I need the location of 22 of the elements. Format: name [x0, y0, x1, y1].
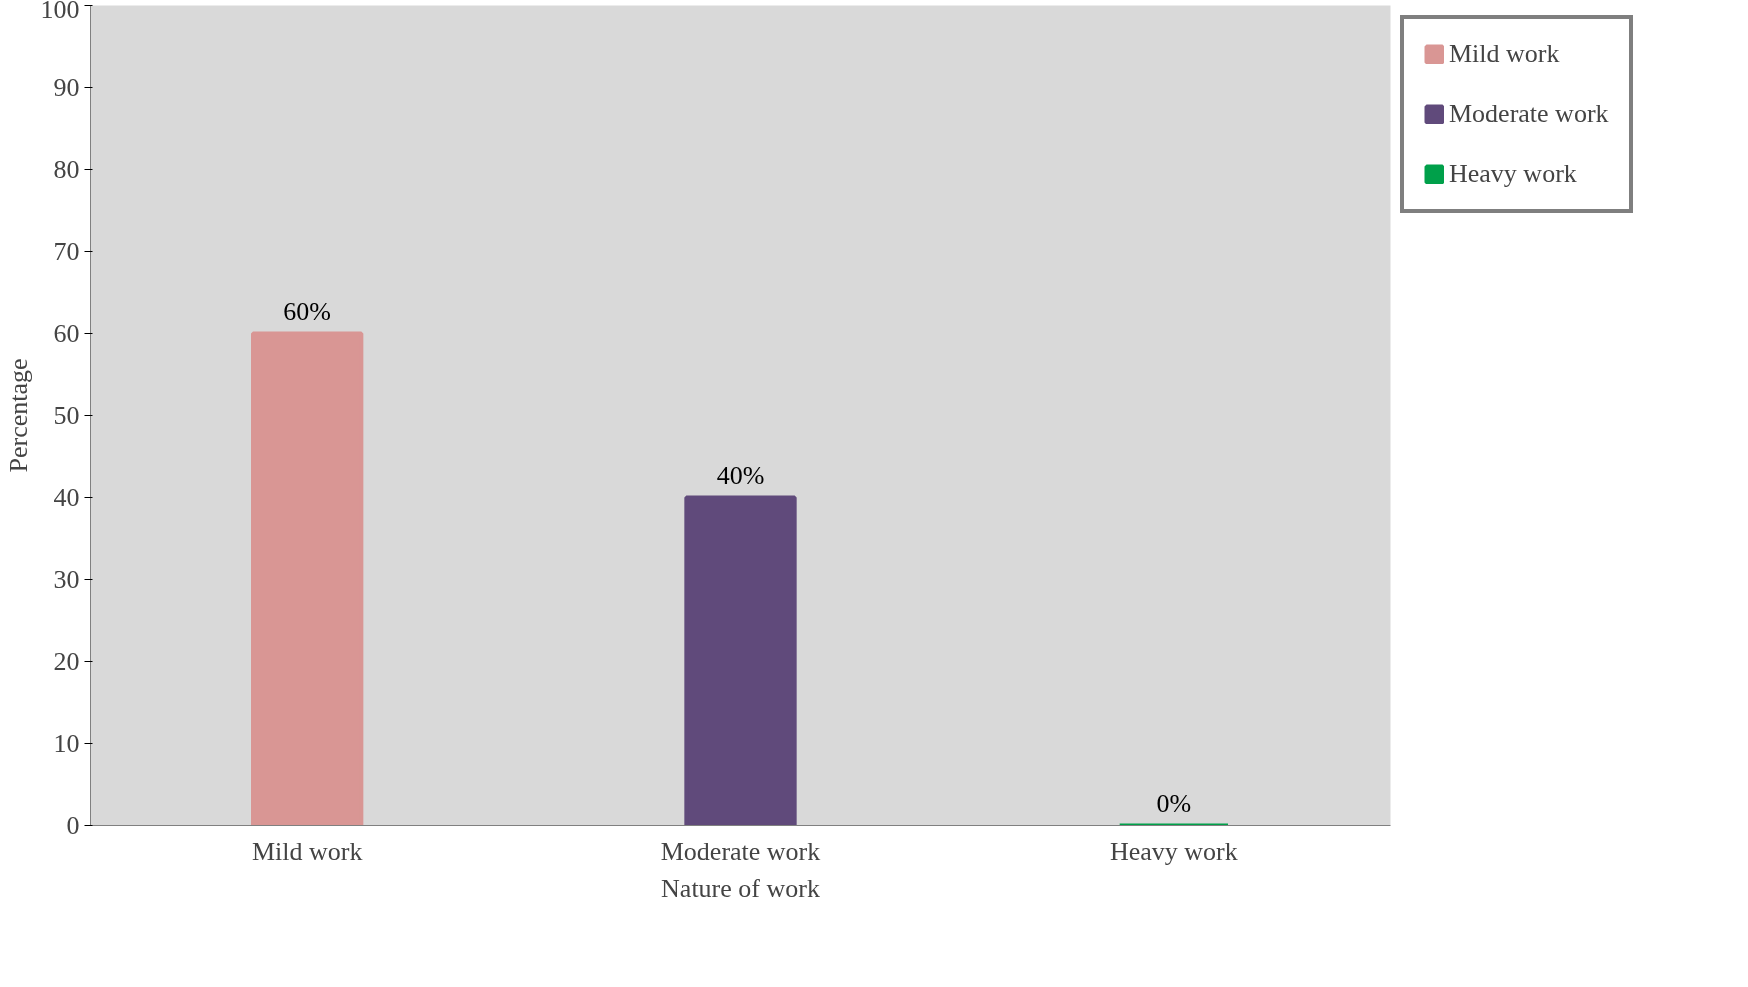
x-tick-label: Moderate work — [660, 836, 821, 866]
x-tick-label: Heavy work — [1109, 836, 1238, 866]
y-tick-label: 60 — [53, 319, 80, 348]
x-tick-label: Mild work — [251, 836, 363, 866]
y-tick-label: 40 — [53, 483, 80, 512]
y-tick-label: 20 — [53, 647, 80, 676]
legend-label: Heavy work — [1449, 159, 1577, 189]
y-tick-label: 70 — [53, 237, 80, 266]
y-tick-label: 30 — [53, 565, 80, 594]
data-label: 40% — [716, 460, 765, 490]
y-tick-label: 10 — [53, 729, 80, 758]
legend-label: Moderate work — [1449, 99, 1609, 129]
y-tick-label: 100 — [40, 0, 80, 24]
y-tick-label: 80 — [53, 155, 80, 184]
y-tick-label: 90 — [53, 73, 80, 102]
data-label: 0% — [1156, 788, 1192, 818]
y-tick-label: 0 — [66, 811, 80, 840]
x-axis-title: Nature of work — [661, 873, 820, 903]
y-tick-label: 50 — [53, 401, 80, 430]
data-label: 60% — [283, 296, 332, 326]
y-axis-title: Percentage — [3, 358, 33, 473]
legend-label: Mild work — [1449, 39, 1560, 69]
